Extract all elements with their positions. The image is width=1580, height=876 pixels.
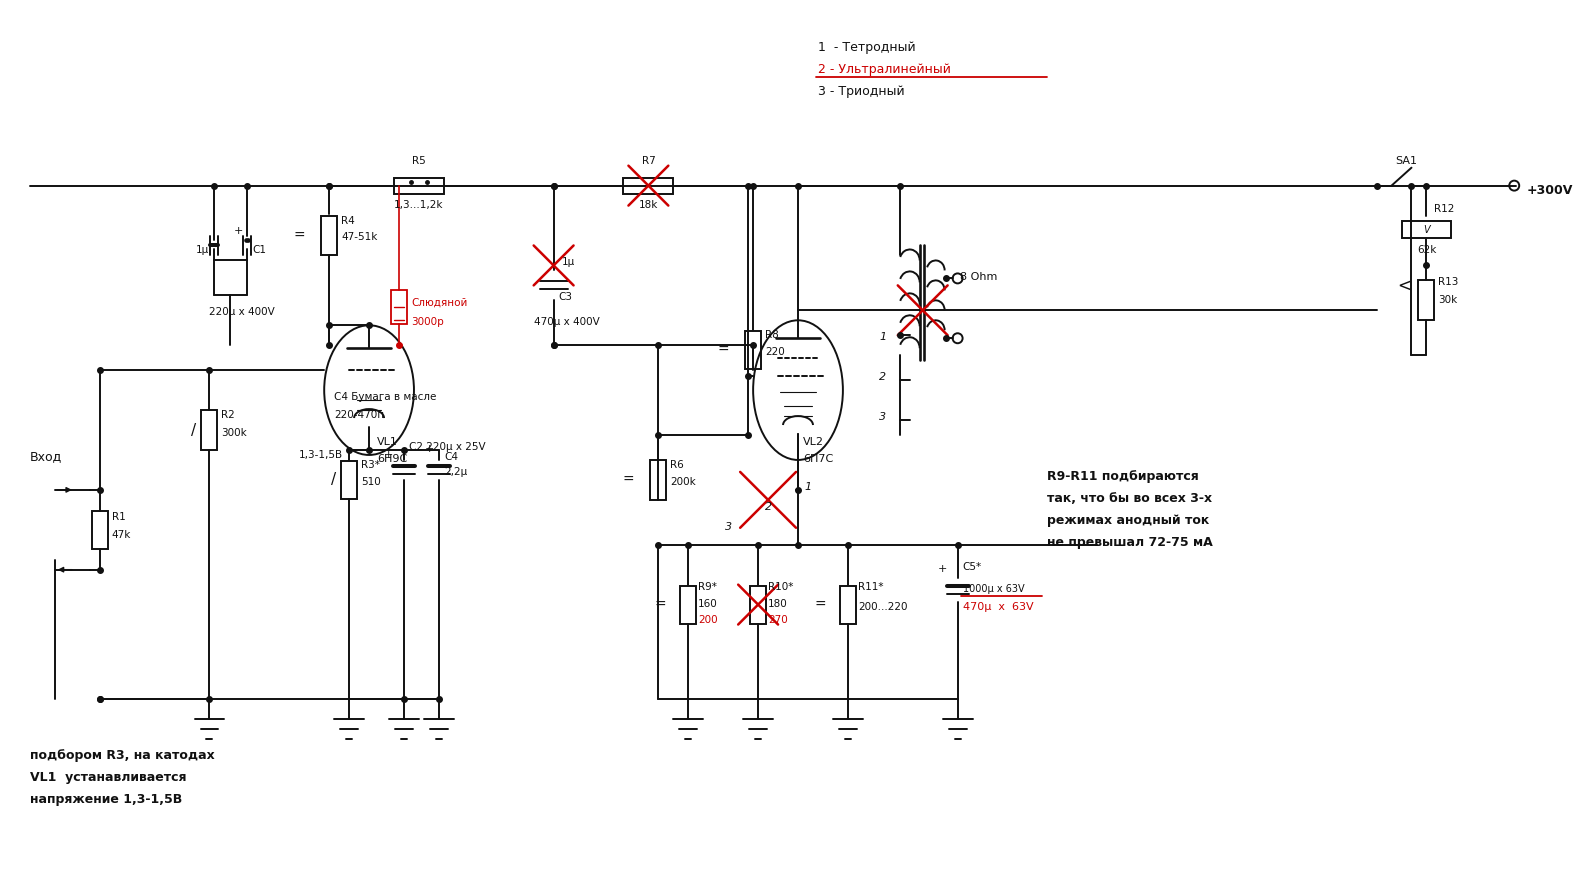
Text: +: +	[234, 225, 243, 236]
Text: R11*: R11*	[858, 582, 883, 591]
Text: 160: 160	[698, 598, 717, 609]
Text: 2: 2	[878, 372, 886, 382]
Text: C3: C3	[559, 293, 572, 302]
Text: 300k: 300k	[221, 428, 246, 438]
Bar	[321, 215, 337, 256]
Bar	[841, 586, 856, 624]
Bar	[681, 586, 697, 624]
Text: 47k: 47k	[112, 530, 131, 540]
Text: 18k: 18k	[638, 200, 659, 209]
Bar	[746, 331, 762, 369]
Text: 6Н9С: 6Н9С	[378, 454, 408, 464]
Text: R12: R12	[1435, 203, 1455, 214]
Text: C1: C1	[253, 245, 267, 256]
Text: С4 Бумага в масле: С4 Бумага в масле	[333, 392, 436, 402]
Text: режимах анодный ток: режимах анодный ток	[1048, 514, 1210, 526]
Text: R2: R2	[221, 410, 235, 420]
Text: 220μ х 400V: 220μ х 400V	[210, 307, 275, 317]
Text: R13: R13	[1438, 278, 1458, 287]
Text: =: =	[294, 229, 305, 243]
Bar	[92, 511, 107, 548]
Text: 3: 3	[878, 412, 886, 422]
Bar	[341, 461, 357, 498]
Text: =: =	[654, 597, 667, 611]
Text: 470μ х 400V: 470μ х 400V	[534, 317, 599, 328]
Text: 6П7С: 6П7С	[803, 454, 833, 464]
Text: Вход: Вход	[30, 450, 62, 463]
Text: =: =	[623, 473, 634, 487]
Text: 3 - Триодный: 3 - Триодный	[818, 85, 905, 98]
Text: 62k: 62k	[1417, 245, 1436, 256]
Text: C5*: C5*	[962, 562, 981, 572]
Text: /: /	[191, 422, 196, 437]
Bar	[624, 178, 673, 194]
Text: +: +	[425, 444, 435, 454]
Text: напряжение 1,3-1,5В: напряжение 1,3-1,5В	[30, 793, 182, 806]
Text: 1  - Тетродный: 1 - Тетродный	[818, 41, 915, 54]
Text: R6: R6	[670, 460, 684, 470]
Text: +: +	[384, 450, 393, 460]
Bar	[750, 586, 766, 624]
Bar	[393, 178, 444, 194]
Text: +: +	[937, 563, 946, 574]
Text: 3: 3	[725, 522, 732, 532]
Text: /: /	[330, 472, 335, 487]
Text: 200: 200	[698, 615, 717, 625]
Text: C4: C4	[444, 452, 458, 462]
Text: +300V: +300V	[1526, 184, 1572, 197]
Text: R7: R7	[641, 156, 656, 166]
Text: 220: 220	[765, 347, 785, 357]
Text: 270: 270	[768, 615, 788, 625]
Text: 3000р: 3000р	[411, 317, 444, 328]
Text: 2: 2	[765, 502, 771, 512]
Text: 8 Ohm: 8 Ohm	[959, 272, 997, 282]
Text: 1000μ х 63V: 1000μ х 63V	[962, 583, 1024, 594]
Text: 1: 1	[878, 332, 886, 343]
Text: =: =	[814, 597, 826, 611]
Bar	[1419, 280, 1435, 321]
Text: 47-51k: 47-51k	[341, 232, 378, 243]
Text: C2 220μ х 25V: C2 220μ х 25V	[409, 442, 485, 452]
Text: 180: 180	[768, 598, 788, 609]
Text: 470μ  х  63V: 470μ х 63V	[962, 602, 1033, 611]
Text: R9*: R9*	[698, 582, 717, 591]
Text: 200k: 200k	[670, 477, 697, 487]
Text: SA1: SA1	[1395, 156, 1417, 166]
Text: подбором R3, на катодах: подбором R3, на катодах	[30, 749, 215, 762]
Text: 1μ: 1μ	[561, 258, 575, 267]
Text: <: <	[1397, 277, 1411, 294]
Text: R5: R5	[412, 156, 427, 166]
Text: 220-470п: 220-470п	[333, 410, 384, 420]
Bar	[1401, 221, 1452, 238]
Text: 1: 1	[804, 482, 812, 491]
Text: 200...220: 200...220	[858, 602, 907, 611]
Text: VL2: VL2	[803, 437, 825, 447]
Text: V: V	[1424, 224, 1430, 235]
Text: Слюдяной: Слюдяной	[411, 297, 468, 307]
Text: так, что бы во всех 3-х: так, что бы во всех 3-х	[1048, 491, 1212, 505]
Bar	[651, 460, 667, 500]
Text: 510: 510	[362, 477, 381, 487]
Text: не превышал 72-75 мА: не превышал 72-75 мА	[1048, 536, 1213, 548]
Bar	[202, 410, 218, 450]
Text: R3*: R3*	[362, 460, 379, 470]
Text: VL1: VL1	[378, 437, 398, 447]
Text: R10*: R10*	[768, 582, 793, 591]
Text: =: =	[717, 343, 728, 357]
Text: 1,3-1,5В: 1,3-1,5В	[299, 450, 343, 460]
Text: R9-R11 подбираются: R9-R11 подбираются	[1048, 470, 1199, 483]
Text: 30k: 30k	[1438, 295, 1458, 306]
Bar	[390, 290, 408, 324]
Text: 1μ: 1μ	[196, 245, 209, 256]
Text: R1: R1	[112, 512, 125, 522]
Text: R4: R4	[341, 215, 356, 225]
Text: 2 - Ультралинейный: 2 - Ультралинейный	[818, 63, 951, 76]
Text: R8: R8	[765, 330, 779, 340]
Text: 1,3...1,2k: 1,3...1,2k	[393, 200, 444, 209]
Text: 2,2μ: 2,2μ	[444, 467, 468, 477]
Text: VL1  устанавливается: VL1 устанавливается	[30, 771, 186, 784]
